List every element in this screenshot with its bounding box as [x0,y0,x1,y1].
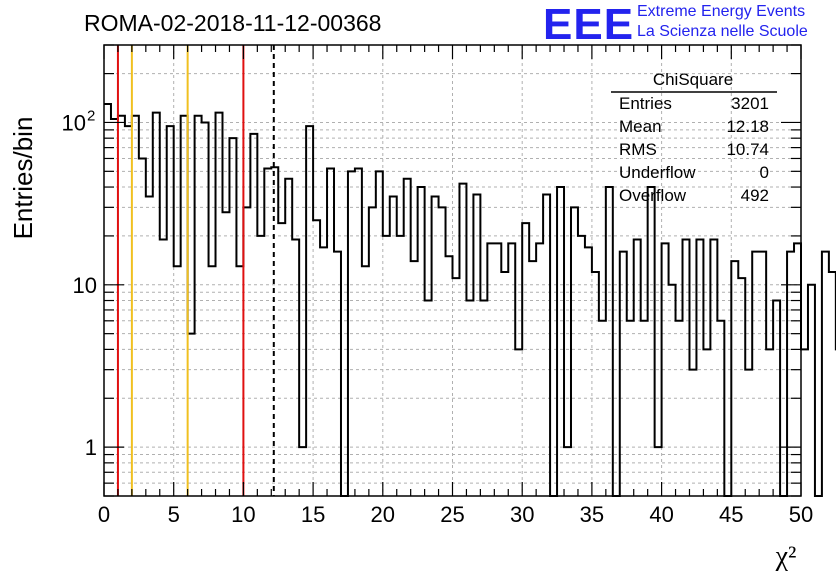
stats-value: 0 [760,163,769,182]
y-axis-label: Entries/bin [8,117,38,240]
stats-label: Underflow [619,163,696,182]
stats-value: 492 [741,186,769,205]
x-tick-label: 30 [510,502,534,527]
logo-line-2: La Scienza nelle Scuole [637,23,808,40]
logo-line-1: Extreme Energy Events [637,3,806,20]
stats-label: Mean [619,117,662,136]
x-tick-label: 0 [98,502,110,527]
stats-title: ChiSquare [653,70,733,89]
y-tick-label: 10 [73,273,97,298]
x-tick-label: 20 [371,502,395,527]
histogram-series [104,102,836,497]
histogram-layer [104,102,836,497]
eee-logo: EEE [543,0,635,49]
x-tick-label: 50 [789,502,813,527]
axis-labels: Entries/bin χ² [8,117,796,572]
stats-label: RMS [619,140,657,159]
x-tick-label: 45 [719,502,743,527]
y-tick-label: 1 [85,435,97,460]
stats-value: 12.18 [726,117,769,136]
vertical-lines-layer [116,45,275,496]
stats-label: Overflow [619,186,687,205]
stats-value: 3201 [731,94,769,113]
x-tick-label: 10 [231,502,255,527]
x-tick-label: 25 [440,502,464,527]
stats-value: 10.74 [726,140,769,159]
grid-layer [104,44,801,497]
stats-box: ChiSquare Entries 3201 Mean 12.18 RMS 10.74 Un… [611,70,777,205]
x-axis-label: χ² [775,541,797,572]
x-tick-label: 35 [580,502,604,527]
y-tick-label-exponent: 2 [87,107,95,124]
run-title: ROMA-02-2018-11-12-00368 [84,10,382,36]
x-tick-label: 40 [649,502,673,527]
x-tick-label: 15 [301,502,325,527]
x-tick-label: 5 [168,502,180,527]
stats-label: Entries [619,94,672,113]
stats-rows: Entries 3201 Mean 12.18 RMS 10.74 Underflow 0 Ov… [619,94,769,205]
y-tick-label: 10 [62,110,86,135]
